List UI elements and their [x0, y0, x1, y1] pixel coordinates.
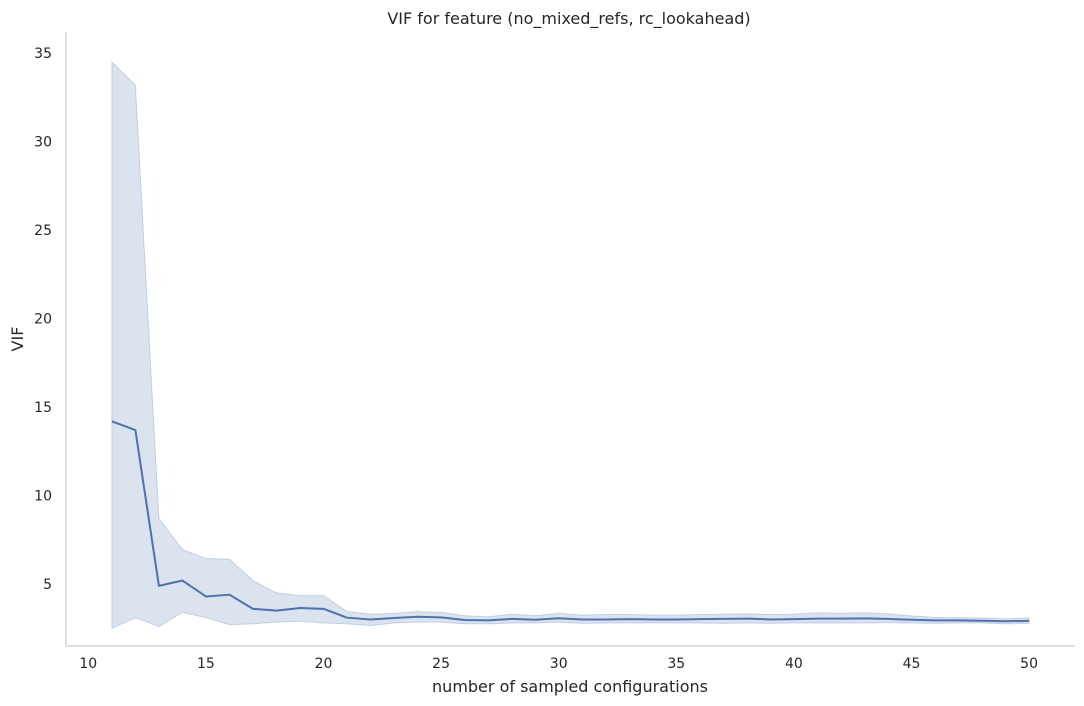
y-tick-label: 5 [43, 577, 52, 593]
x-tick-label: 50 [1020, 656, 1038, 672]
y-tick-label: 25 [34, 223, 52, 239]
x-tick-label: 45 [903, 656, 921, 672]
vif-mean-line [111, 420, 1030, 623]
y-tick-label: 10 [34, 489, 52, 505]
x-tick-label: 35 [667, 656, 685, 672]
plot-area [111, 60, 1030, 630]
y-tick-labels: 5 10 15 20 25 30 35 [34, 46, 52, 593]
y-tick-label: 35 [34, 46, 52, 62]
x-tick-label: 10 [79, 656, 97, 672]
x-tick-labels: 10 15 20 25 30 35 40 45 50 [79, 656, 1038, 672]
x-tick-label: 25 [432, 656, 450, 672]
x-tick-label: 20 [315, 656, 333, 672]
y-tick-label: 20 [34, 312, 52, 328]
y-tick-label: 30 [34, 135, 52, 151]
x-tick-label: 30 [550, 656, 568, 672]
y-axis-title: VIF [8, 327, 27, 352]
confidence-band [111, 60, 1030, 630]
x-tick-label: 40 [785, 656, 803, 672]
x-axis-title: number of sampled configurations [432, 677, 708, 696]
chart-title: VIF for feature (no_mixed_refs, rc_looka… [387, 9, 750, 29]
y-tick-label: 15 [34, 400, 52, 416]
x-tick-label: 15 [197, 656, 215, 672]
